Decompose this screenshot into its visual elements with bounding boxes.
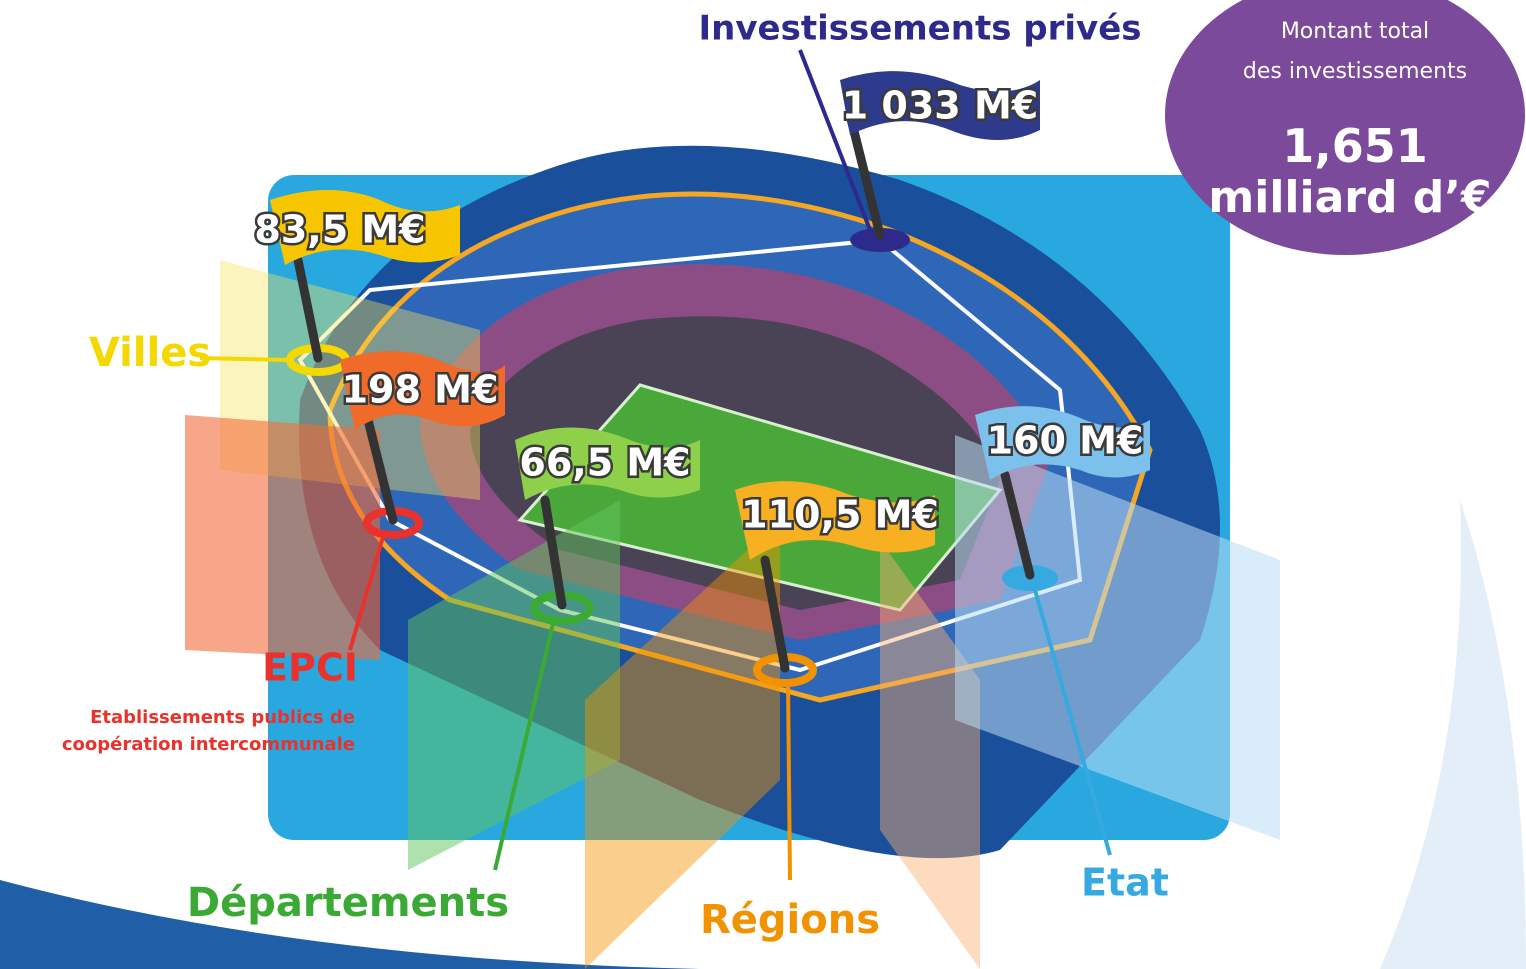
contributor-name: Investissements privés	[699, 9, 1142, 49]
contributor-name: Villes	[89, 330, 211, 376]
background-swoosh	[0, 880, 700, 969]
stadium-outline	[297, 237, 1083, 673]
flag-pole	[293, 255, 323, 363]
contributor-name: Départements	[187, 880, 509, 926]
total-bubble	[1165, 0, 1525, 255]
flag	[515, 427, 700, 500]
flag-amount: 83,5 M€	[254, 208, 425, 252]
flag-amount: 198 M€	[342, 368, 499, 412]
flag-amount: 1 033 M€	[842, 84, 1038, 128]
ring	[850, 228, 910, 252]
total-amount: milliard d’€	[1208, 172, 1491, 223]
leader-line	[493, 614, 557, 871]
flag	[735, 481, 935, 560]
total-label: des investissements	[1243, 59, 1467, 84]
leader-line	[348, 529, 387, 651]
contributor-subtitle: Etablissements publics de	[90, 707, 355, 728]
flag	[270, 190, 460, 265]
background-swoosh	[1380, 500, 1526, 969]
flag	[840, 71, 1040, 140]
flag	[975, 406, 1150, 480]
leader-line	[199, 356, 291, 362]
leader-line	[798, 49, 872, 231]
flag-amount: 66,5 M€	[519, 441, 690, 485]
contributor-name: Régions	[700, 897, 880, 943]
leader-line	[1033, 589, 1112, 856]
contributor-name: EPCI	[262, 646, 358, 690]
contributor-name: Etat	[1081, 861, 1169, 905]
contributor-subtitle: coopération intercommunale	[62, 734, 355, 755]
flag	[340, 351, 505, 430]
flag-pole	[845, 110, 885, 240]
flag-pole	[760, 555, 790, 673]
total-amount: 1,651	[1282, 119, 1428, 173]
flag-amount: 110,5 M€	[741, 493, 939, 537]
flag-pole	[1000, 470, 1035, 580]
total-label: Montant total	[1281, 19, 1429, 44]
flag-amount: 160 M€	[987, 419, 1144, 463]
panel-epci	[185, 415, 380, 660]
bubble-tail	[1240, 230, 1320, 330]
panel-regions	[585, 520, 780, 969]
flag-pole	[540, 495, 567, 610]
leader-line	[786, 679, 792, 881]
panel-etat	[955, 435, 1280, 840]
flag-pole	[363, 415, 398, 525]
